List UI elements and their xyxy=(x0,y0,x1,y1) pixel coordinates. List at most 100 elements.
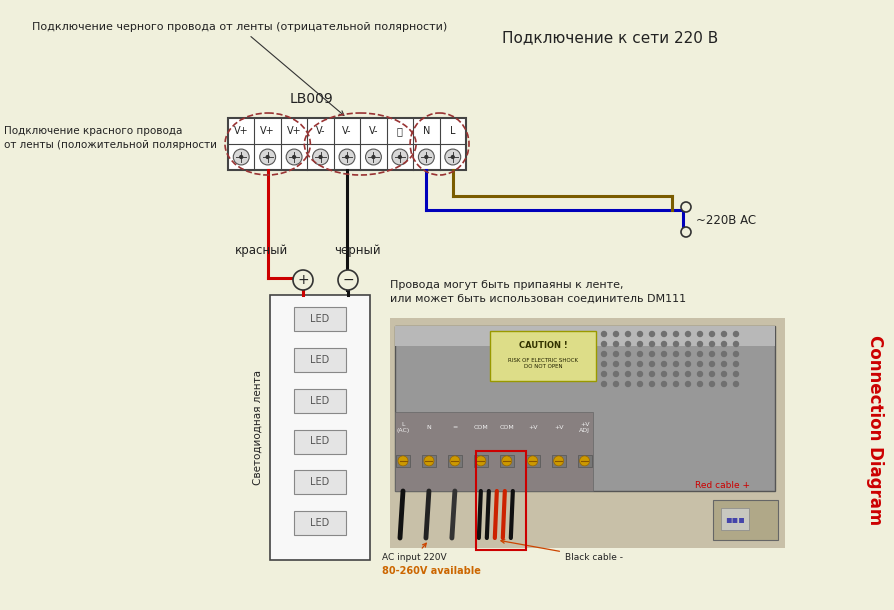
Text: Провода могут быть припаяны к ленте,
или может быть использован соединитель DM11: Провода могут быть припаяны к ленте, или… xyxy=(390,280,686,304)
Text: RISK OF ELECTRIC SHOCK
DO NOT OPEN: RISK OF ELECTRIC SHOCK DO NOT OPEN xyxy=(508,357,578,369)
Bar xyxy=(490,331,596,381)
Circle shape xyxy=(338,270,358,290)
Text: +: + xyxy=(297,273,308,287)
Bar xyxy=(294,429,346,453)
Circle shape xyxy=(673,371,679,376)
Circle shape xyxy=(721,342,727,346)
Circle shape xyxy=(502,456,511,466)
Circle shape xyxy=(613,371,619,376)
Circle shape xyxy=(673,381,679,387)
Circle shape xyxy=(733,351,738,356)
Text: LB009: LB009 xyxy=(290,92,333,106)
Circle shape xyxy=(424,456,434,466)
Circle shape xyxy=(721,371,727,376)
Text: красный: красный xyxy=(235,244,289,257)
Circle shape xyxy=(626,371,630,376)
Circle shape xyxy=(733,331,738,337)
Bar xyxy=(294,307,346,331)
Circle shape xyxy=(626,362,630,367)
Text: LED: LED xyxy=(310,355,330,365)
Bar xyxy=(294,389,346,413)
Circle shape xyxy=(662,362,667,367)
Circle shape xyxy=(650,342,654,346)
Circle shape xyxy=(398,456,408,466)
Circle shape xyxy=(399,156,401,159)
Circle shape xyxy=(686,351,690,356)
Text: N: N xyxy=(423,126,430,136)
Circle shape xyxy=(266,156,269,159)
Circle shape xyxy=(673,331,679,337)
Text: V+: V+ xyxy=(260,126,275,136)
Circle shape xyxy=(650,331,654,337)
Circle shape xyxy=(697,331,703,337)
Circle shape xyxy=(613,331,619,337)
Text: LED: LED xyxy=(310,396,330,406)
Circle shape xyxy=(392,149,408,165)
Circle shape xyxy=(451,156,454,159)
Circle shape xyxy=(733,371,738,376)
Circle shape xyxy=(626,331,630,337)
Circle shape xyxy=(721,331,727,337)
Circle shape xyxy=(662,331,667,337)
Circle shape xyxy=(710,362,714,367)
Bar xyxy=(390,318,785,548)
Text: V+: V+ xyxy=(234,126,249,136)
Text: Connection Diagram: Connection Diagram xyxy=(866,335,884,525)
Text: LED: LED xyxy=(310,437,330,447)
Text: +V: +V xyxy=(528,425,537,430)
Circle shape xyxy=(602,371,606,376)
Bar xyxy=(476,451,526,550)
Bar xyxy=(395,326,775,491)
Circle shape xyxy=(313,149,328,165)
Bar xyxy=(474,455,488,467)
Circle shape xyxy=(710,381,714,387)
Circle shape xyxy=(686,342,690,346)
Text: V-: V- xyxy=(342,126,351,136)
Circle shape xyxy=(697,381,703,387)
Text: L: L xyxy=(450,126,456,136)
Circle shape xyxy=(602,351,606,356)
Bar xyxy=(396,455,410,467)
Circle shape xyxy=(721,351,727,356)
Circle shape xyxy=(418,149,434,165)
Circle shape xyxy=(260,149,275,165)
Text: COM: COM xyxy=(500,425,514,430)
Circle shape xyxy=(697,351,703,356)
Circle shape xyxy=(650,351,654,356)
Circle shape xyxy=(662,381,667,387)
Circle shape xyxy=(637,371,643,376)
Text: N: N xyxy=(426,425,431,430)
Circle shape xyxy=(681,202,691,212)
Bar xyxy=(500,455,514,467)
Circle shape xyxy=(346,156,349,159)
Text: −: − xyxy=(342,273,354,287)
Circle shape xyxy=(686,362,690,367)
Circle shape xyxy=(286,149,302,165)
Text: Подключение к сети 220 В: Подключение к сети 220 В xyxy=(502,30,718,46)
Circle shape xyxy=(686,371,690,376)
Text: LED: LED xyxy=(310,478,330,487)
Circle shape xyxy=(637,381,643,387)
Circle shape xyxy=(673,362,679,367)
Bar xyxy=(270,295,370,560)
Circle shape xyxy=(339,149,355,165)
Circle shape xyxy=(637,342,643,346)
Circle shape xyxy=(650,362,654,367)
Bar xyxy=(395,412,593,491)
Circle shape xyxy=(602,342,606,346)
Circle shape xyxy=(710,331,714,337)
Text: 80-260V available: 80-260V available xyxy=(382,566,481,576)
Text: LED: LED xyxy=(310,314,330,324)
Circle shape xyxy=(681,227,691,237)
Circle shape xyxy=(553,456,563,466)
Circle shape xyxy=(686,331,690,337)
Circle shape xyxy=(697,362,703,367)
Bar xyxy=(294,470,346,494)
Text: AC input 220V: AC input 220V xyxy=(382,543,447,562)
Text: Подключение черного провода от ленты (отрицательной полярности): Подключение черного провода от ленты (от… xyxy=(32,22,447,115)
Bar xyxy=(422,455,436,467)
Circle shape xyxy=(710,371,714,376)
Bar xyxy=(578,455,592,467)
Text: V-: V- xyxy=(316,126,325,136)
Circle shape xyxy=(233,149,249,165)
